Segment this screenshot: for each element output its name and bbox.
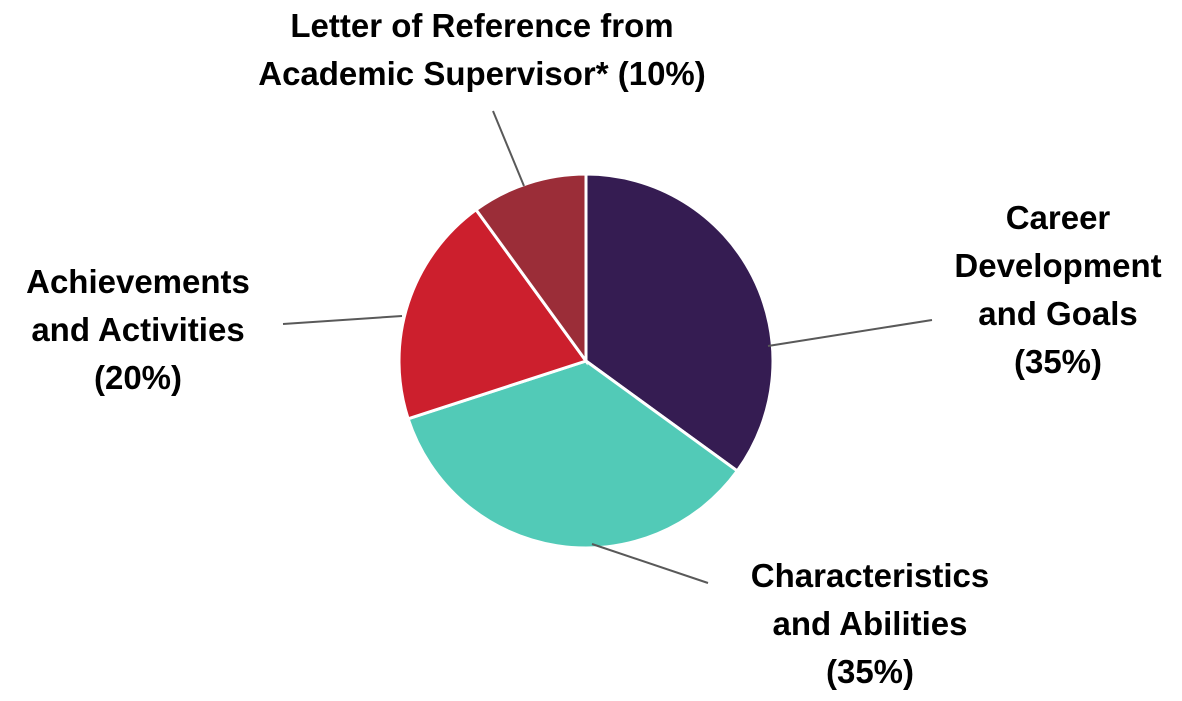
data-label-characteristics-line-3: (35%) xyxy=(825,653,915,690)
data-label-career-line-2: Development xyxy=(954,247,1162,284)
leader-line-achievements xyxy=(282,315,403,325)
data-label-achievements-line-1: Achievements xyxy=(26,263,250,300)
pie-slice-2 xyxy=(406,359,740,550)
data-label-characteristics-line-1: Characteristics xyxy=(750,557,990,594)
pie-slice-4 xyxy=(473,172,588,366)
data-label-achievements-line-3: (20%) xyxy=(93,359,183,396)
data-label-achievements: Achievements and Activities (20%) xyxy=(0,258,276,402)
pie-slice-3 xyxy=(397,207,589,421)
pie-slices xyxy=(397,172,775,550)
pie-slice-1 xyxy=(584,172,775,474)
data-label-letter: Letter of Reference from Academic Superv… xyxy=(232,2,732,98)
data-label-characteristics: Characteristics and Abilities (35%) xyxy=(730,552,1010,696)
leader-line-characteristics xyxy=(591,543,709,584)
data-label-letter-line-2: Academic Supervisor* (10%) xyxy=(258,55,706,92)
data-label-career-line-4: (35%) xyxy=(1013,343,1103,380)
leader-lines xyxy=(282,110,933,584)
data-label-career-line-1: Career xyxy=(1005,199,1111,236)
leader-line-career xyxy=(767,319,933,347)
data-label-letter-line-1: Letter of Reference from xyxy=(290,7,674,44)
data-label-career: Career Development and Goals (35%) xyxy=(932,194,1182,386)
data-label-career-line-3: and Goals xyxy=(978,295,1138,332)
data-label-achievements-line-2: and Activities xyxy=(31,311,245,348)
leader-line-letter xyxy=(492,110,525,187)
data-label-characteristics-line-2: and Abilities xyxy=(772,605,968,642)
